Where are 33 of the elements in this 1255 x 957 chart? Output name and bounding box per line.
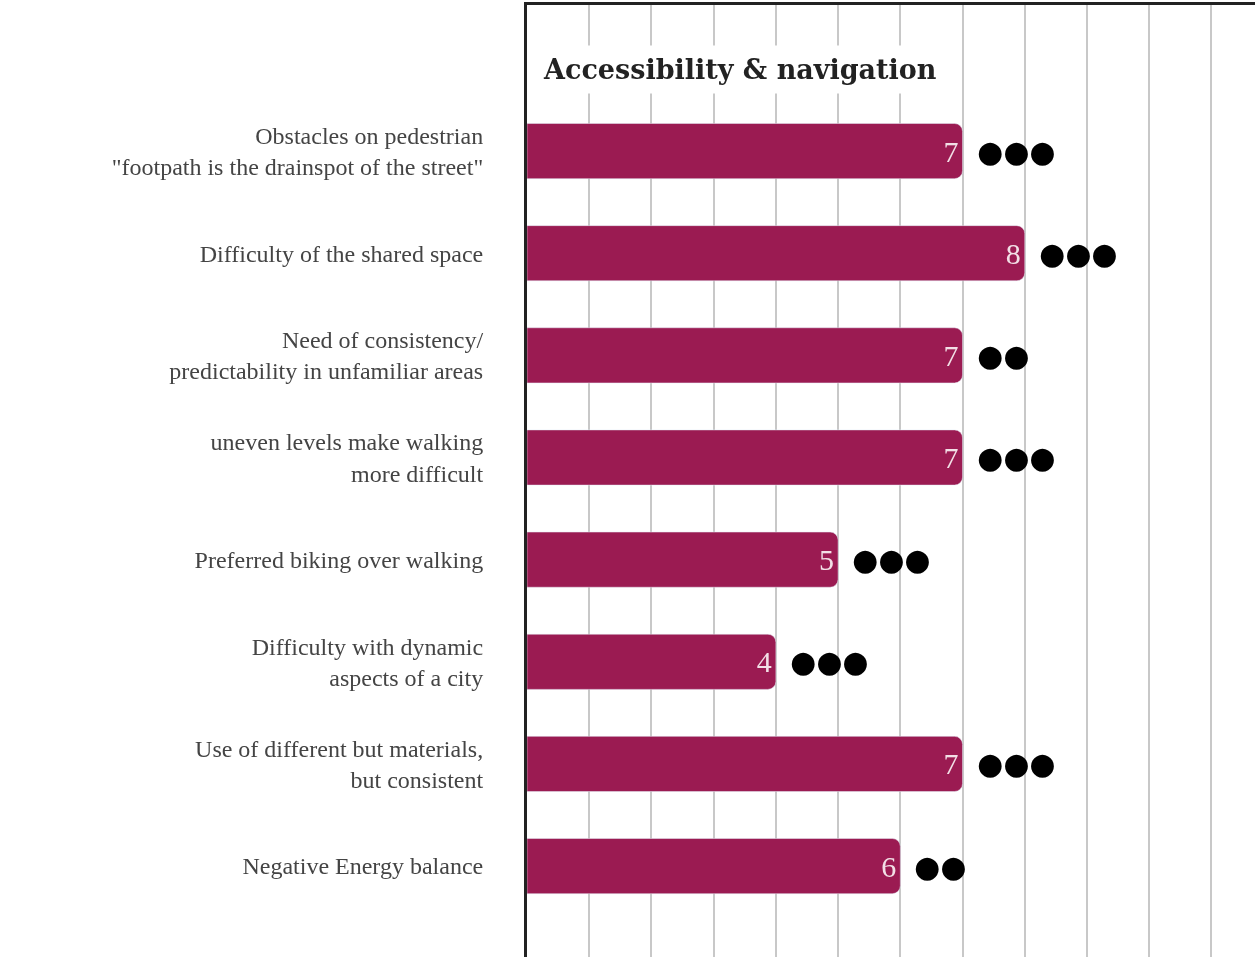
data-label: 8 — [1005, 236, 1021, 270]
y-tick-label: uneven levels make walking more difficult — [210, 429, 484, 487]
bar — [527, 736, 963, 792]
y-tick-label: Use of different but materials, but consistent — [195, 735, 484, 793]
data-label: 7 — [943, 338, 959, 372]
data-label: 5 — [819, 543, 835, 577]
bar — [527, 531, 839, 588]
chart-title: Accessibility & navigation — [543, 54, 937, 85]
data-label: 4 — [756, 645, 772, 679]
y-tick-label: Difficulty of the shared space — [199, 240, 484, 267]
data-label: 7 — [943, 134, 959, 168]
data-label: 6 — [881, 849, 897, 883]
annotation: ●●● — [790, 644, 869, 679]
y-tick-label: Negative Energy balance — [242, 853, 484, 880]
bar — [527, 123, 963, 179]
annotation: ●●● — [977, 440, 1056, 475]
data-label: 7 — [943, 747, 959, 781]
bar — [527, 838, 901, 894]
annotation: ●●● — [852, 542, 931, 577]
annotation: ●● — [914, 849, 967, 884]
annotation: ●●● — [977, 746, 1056, 781]
y-tick-label: Difficulty with dynamic aspects of a city — [251, 633, 484, 691]
bar — [527, 633, 777, 690]
bar — [527, 327, 963, 384]
y-tick-label: Obstacles on pedestrian "footpath is the drainspot of the street" — [111, 122, 484, 181]
annotation: ●●● — [977, 134, 1056, 169]
y-tick-label: Need of consistency/ predictability in unfamiliar areas — [169, 327, 484, 385]
annotation: ●●● — [1039, 236, 1118, 271]
bar — [527, 429, 963, 486]
bar — [527, 225, 1026, 282]
y-tick-label: Preferred biking over walking — [194, 547, 484, 574]
annotation: ●● — [977, 338, 1030, 373]
data-label: 7 — [943, 441, 959, 475]
